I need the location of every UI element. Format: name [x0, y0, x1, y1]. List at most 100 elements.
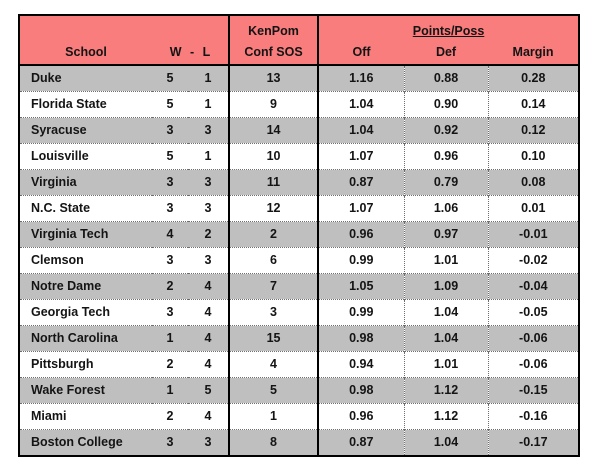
school-cell: Pittsburgh [20, 350, 152, 377]
conf-sos-cell: 15 [229, 324, 320, 351]
margin-ppp-cell: -0.17 [487, 428, 579, 455]
off-ppp-cell: 1.04 [318, 116, 405, 143]
table-row: Georgia Tech 3 4 3 0.99 1.04 -0.05 [20, 298, 579, 325]
def-ppp-cell: 0.88 [403, 65, 489, 91]
margin-ppp-cell: -0.01 [487, 220, 579, 247]
school-cell: Notre Dame [20, 272, 152, 299]
margin-ppp-cell: 0.10 [487, 142, 579, 169]
header-kenpom-line1: KenPom [229, 16, 320, 39]
conf-sos-cell: 6 [229, 246, 320, 273]
header-conf-sos: Conf SOS [229, 39, 320, 66]
conf-sos-cell: 14 [229, 116, 320, 143]
header-w-l: W - L [152, 39, 231, 66]
losses-cell: 4 [188, 272, 231, 299]
margin-ppp-cell: -0.16 [487, 402, 579, 429]
table-row: Pittsburgh 2 4 4 0.94 1.01 -0.06 [20, 350, 579, 377]
losses-cell: 4 [188, 324, 231, 351]
wins-cell: 4 [152, 220, 188, 247]
margin-ppp-cell: -0.06 [487, 350, 579, 377]
header-off: Off [318, 39, 405, 66]
conf-sos-cell: 12 [229, 194, 320, 221]
off-ppp-cell: 1.16 [318, 65, 405, 91]
wins-cell: 2 [152, 350, 188, 377]
school-cell: Wake Forest [20, 376, 152, 403]
wins-cell: 1 [152, 376, 188, 403]
table-row: Wake Forest 1 5 5 0.98 1.12 -0.15 [20, 376, 579, 403]
def-ppp-cell: 1.06 [403, 194, 489, 221]
wins-cell: 5 [152, 90, 188, 117]
header-points-poss: Points/Poss [318, 16, 579, 39]
def-ppp-cell: 1.04 [403, 428, 489, 455]
school-cell: Syracuse [20, 116, 152, 143]
wins-cell: 2 [152, 272, 188, 299]
losses-cell: 3 [188, 428, 231, 455]
off-ppp-cell: 0.99 [318, 246, 405, 273]
losses-cell: 1 [188, 65, 231, 91]
wins-cell: 5 [152, 142, 188, 169]
off-ppp-cell: 1.04 [318, 90, 405, 117]
header-spacer [20, 16, 231, 39]
def-ppp-cell: 1.09 [403, 272, 489, 299]
school-cell: Louisville [20, 142, 152, 169]
margin-ppp-cell: -0.02 [487, 246, 579, 273]
losses-cell: 4 [188, 350, 231, 377]
table-row: Virginia 3 3 11 0.87 0.79 0.08 [20, 168, 579, 195]
wins-cell: 5 [152, 65, 188, 91]
table-body: Duke 5 1 13 1.16 0.88 0.28 Florida State… [20, 65, 579, 455]
off-ppp-cell: 1.07 [318, 194, 405, 221]
off-ppp-cell: 0.98 [318, 376, 405, 403]
wins-cell: 1 [152, 324, 188, 351]
def-ppp-cell: 0.92 [403, 116, 489, 143]
def-ppp-cell: 0.79 [403, 168, 489, 195]
school-cell: Georgia Tech [20, 298, 152, 325]
wins-cell: 3 [152, 428, 188, 455]
margin-ppp-cell: 0.12 [487, 116, 579, 143]
off-ppp-cell: 0.87 [318, 428, 405, 455]
acc-standings-table: KenPom Points/Poss School W - L Conf SOS… [18, 14, 580, 457]
off-ppp-cell: 1.07 [318, 142, 405, 169]
losses-cell: 3 [188, 194, 231, 221]
table-row: Syracuse 3 3 14 1.04 0.92 0.12 [20, 116, 579, 143]
school-cell: N.C. State [20, 194, 152, 221]
conf-sos-cell: 9 [229, 90, 320, 117]
losses-cell: 3 [188, 168, 231, 195]
wins-cell: 3 [152, 298, 188, 325]
off-ppp-cell: 0.94 [318, 350, 405, 377]
margin-ppp-cell: -0.05 [487, 298, 579, 325]
wins-cell: 3 [152, 194, 188, 221]
conf-sos-cell: 10 [229, 142, 320, 169]
table-row: Boston College 3 3 8 0.87 1.04 -0.17 [20, 428, 579, 455]
conf-sos-cell: 3 [229, 298, 320, 325]
conf-sos-cell: 7 [229, 272, 320, 299]
school-cell: Miami [20, 402, 152, 429]
table-row: Duke 5 1 13 1.16 0.88 0.28 [20, 65, 579, 91]
wins-cell: 3 [152, 116, 188, 143]
conf-sos-cell: 11 [229, 168, 320, 195]
school-cell: North Carolina [20, 324, 152, 351]
table-row: Louisville 5 1 10 1.07 0.96 0.10 [20, 142, 579, 169]
off-ppp-cell: 0.87 [318, 168, 405, 195]
table-row: North Carolina 1 4 15 0.98 1.04 -0.06 [20, 324, 579, 351]
margin-ppp-cell: 0.08 [487, 168, 579, 195]
losses-cell: 3 [188, 116, 231, 143]
losses-cell: 4 [188, 298, 231, 325]
margin-ppp-cell: 0.28 [487, 65, 579, 91]
margin-ppp-cell: 0.01 [487, 194, 579, 221]
school-cell: Duke [20, 65, 152, 91]
losses-cell: 1 [188, 142, 231, 169]
header-def: Def [404, 39, 489, 66]
margin-ppp-cell: -0.06 [487, 324, 579, 351]
school-cell: Florida State [20, 90, 152, 117]
losses-cell: 3 [188, 246, 231, 273]
off-ppp-cell: 1.05 [318, 272, 405, 299]
margin-ppp-cell: -0.04 [487, 272, 579, 299]
def-ppp-cell: 1.12 [403, 376, 489, 403]
def-ppp-cell: 1.04 [403, 298, 489, 325]
def-ppp-cell: 0.90 [403, 90, 489, 117]
losses-cell: 2 [188, 220, 231, 247]
conf-sos-cell: 4 [229, 350, 320, 377]
conf-sos-cell: 8 [229, 428, 320, 455]
table-row: Clemson 3 3 6 0.99 1.01 -0.02 [20, 246, 579, 273]
conf-sos-cell: 2 [229, 220, 320, 247]
